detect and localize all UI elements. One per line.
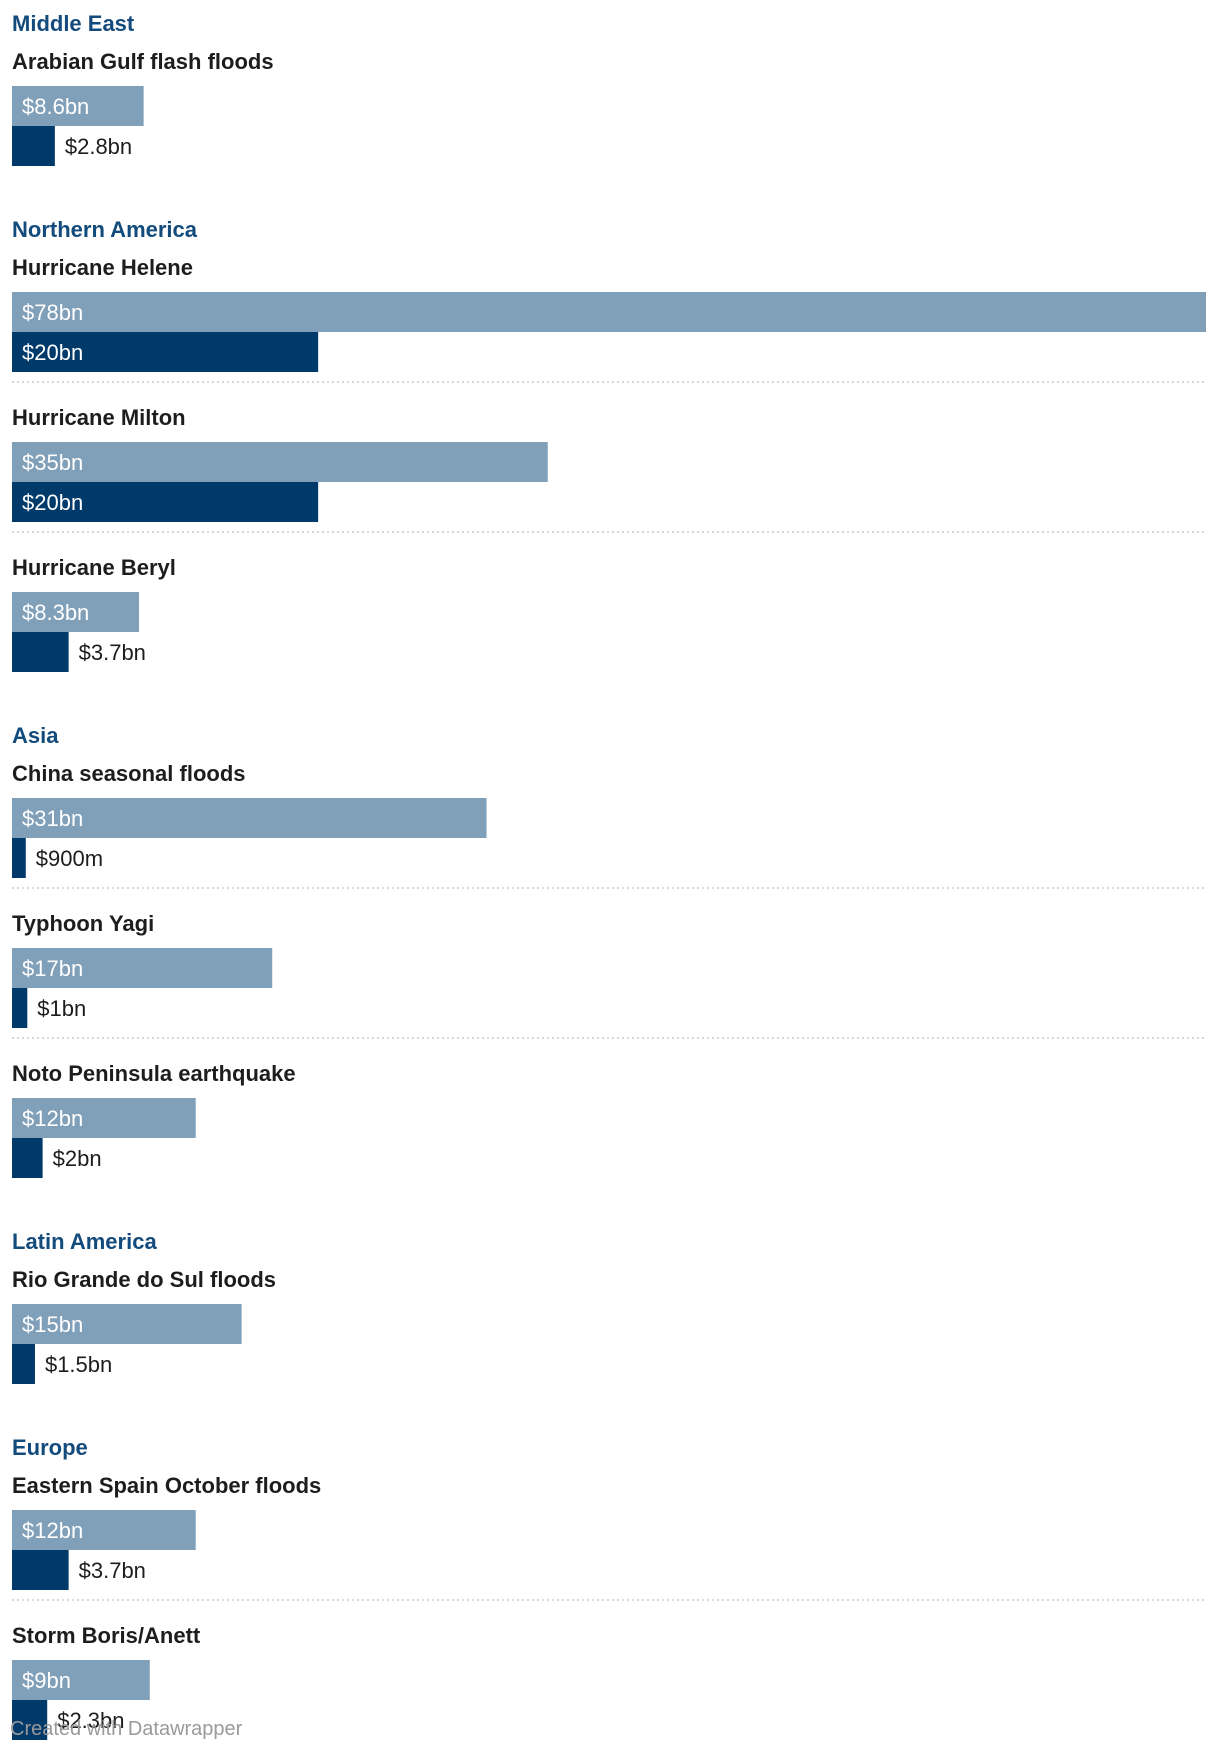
- insured-loss-label: $900m: [36, 846, 103, 871]
- insured-loss-bar: [12, 1700, 48, 1740]
- insured-loss-bar: [12, 632, 69, 672]
- event-title: Arabian Gulf flash floods: [12, 49, 274, 74]
- insured-loss-label: $3.7bn: [79, 640, 146, 665]
- event-title: Eastern Spain October floods: [12, 1473, 321, 1498]
- insured-loss-bar: [12, 1550, 69, 1590]
- total-loss-bar: [12, 798, 487, 838]
- insured-loss-bar: [12, 1344, 35, 1384]
- region-title: Latin America: [12, 1229, 157, 1254]
- event-title: Noto Peninsula earthquake: [12, 1061, 296, 1086]
- insured-loss-bar: [12, 838, 26, 878]
- total-loss-bar: [12, 292, 1206, 332]
- insured-loss-label: $2bn: [53, 1146, 102, 1171]
- insured-loss-label: $2.8bn: [65, 134, 132, 159]
- region-title: Northern America: [12, 217, 198, 242]
- insured-loss-bar: [12, 1138, 43, 1178]
- total-loss-bar: [12, 86, 144, 126]
- insured-loss-bar: [12, 126, 55, 166]
- total-loss-label: $17bn: [22, 956, 83, 981]
- total-loss-bar: [12, 592, 140, 632]
- insured-loss-bar: [12, 482, 319, 522]
- total-loss-label: $31bn: [22, 806, 83, 831]
- event-title: Hurricane Beryl: [12, 555, 176, 580]
- total-loss-label: $35bn: [22, 450, 83, 475]
- insured-loss-label: $2.3bn: [57, 1708, 124, 1733]
- event-title: Typhoon Yagi: [12, 911, 154, 936]
- event-title: Hurricane Helene: [12, 255, 193, 280]
- insured-loss-label: $20bn: [22, 490, 83, 515]
- total-loss-label: $9bn: [22, 1668, 71, 1693]
- event-title: Storm Boris/Anett: [12, 1623, 201, 1648]
- total-loss-bar: [12, 948, 273, 988]
- total-loss-label: $12bn: [22, 1518, 83, 1543]
- total-loss-label: $15bn: [22, 1312, 83, 1337]
- insured-loss-label: $1.5bn: [45, 1352, 112, 1377]
- total-loss-label: $12bn: [22, 1106, 83, 1131]
- region-title: Europe: [12, 1435, 88, 1460]
- total-loss-label: $8.3bn: [22, 600, 89, 625]
- total-loss-bar: [12, 1660, 150, 1700]
- region-title: Asia: [12, 723, 59, 748]
- total-loss-bar: [12, 442, 548, 482]
- event-title: Rio Grande do Sul floods: [12, 1267, 276, 1292]
- footer-credit: Created with Datawrapper: [10, 1718, 243, 1740]
- insured-loss-label: $20bn: [22, 340, 83, 365]
- total-loss-label: $8.6bn: [22, 94, 89, 119]
- insured-loss-bar: [12, 332, 319, 372]
- total-loss-bar: [12, 1510, 196, 1550]
- chart-plot-area: Middle East Arabian Gulf flash floods $8.6…: [12, 11, 1206, 1740]
- insured-loss-bar: [12, 988, 28, 1028]
- event-title: Hurricane Milton: [12, 405, 186, 430]
- event-title: China seasonal floods: [12, 761, 246, 786]
- total-loss-label: $78bn: [22, 300, 83, 325]
- region-title: Middle East: [12, 11, 135, 36]
- total-loss-bar: [12, 1304, 242, 1344]
- insured-loss-label: $1bn: [37, 996, 86, 1021]
- insured-loss-label: $3.7bn: [79, 1558, 146, 1583]
- total-loss-bar: [12, 1098, 196, 1138]
